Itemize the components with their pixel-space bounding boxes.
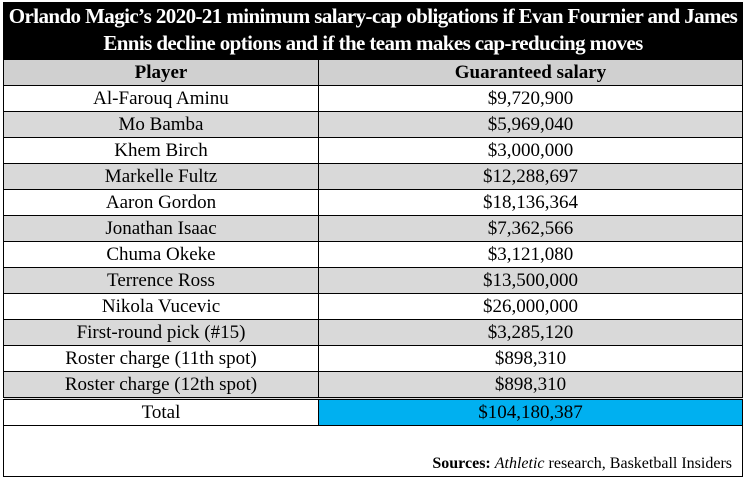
table-row: Terrence Ross $13,500,000 (3, 267, 743, 294)
table-row: First-round pick (#15) $3,285,120 (3, 319, 743, 346)
table-row: Khem Birch $3,000,000 (3, 137, 743, 164)
salary-cell: $898,310 (318, 371, 743, 399)
header-player: Player (3, 59, 319, 86)
sources-rest: research, Basketball Insiders (544, 455, 732, 472)
table-row: Markelle Fultz $12,288,697 (3, 163, 743, 190)
player-cell: Jonathan Isaac (3, 215, 319, 242)
sources-publication: Athletic (494, 455, 545, 472)
player-cell: Markelle Fultz (3, 163, 319, 190)
salary-cell: $9,720,900 (318, 85, 743, 112)
table-row: Nikola Vucevic $26,000,000 (3, 293, 743, 320)
table-row: Jonathan Isaac $7,362,566 (3, 215, 743, 242)
sources-label: Sources: (432, 455, 491, 472)
header-salary: Guaranteed salary (318, 59, 743, 86)
salary-cell: $3,000,000 (318, 137, 743, 164)
player-cell: Khem Birch (3, 137, 319, 164)
player-cell: Mo Bamba (3, 111, 319, 138)
player-cell: First-round pick (#15) (3, 319, 319, 346)
table-row: Roster charge (12th spot) $898,310 (3, 371, 743, 399)
player-cell: Nikola Vucevic (3, 293, 319, 320)
salary-table-container: Orlando Magic’s 2020-21 minimum salary-c… (3, 2, 743, 477)
player-cell: Terrence Ross (3, 267, 319, 294)
player-cell: Chuma Okeke (3, 241, 319, 268)
salary-cell: $5,969,040 (318, 111, 743, 138)
salary-cell: $3,285,120 (318, 319, 743, 346)
salary-cell: $7,362,566 (318, 215, 743, 242)
player-cell: Aaron Gordon (3, 189, 319, 216)
table-title: Orlando Magic’s 2020-21 minimum salary-c… (3, 2, 743, 59)
total-label: Total (3, 397, 319, 426)
player-cell: Roster charge (12th spot) (3, 371, 319, 399)
salary-cell: $18,136,364 (318, 189, 743, 216)
salary-cell: $12,288,697 (318, 163, 743, 190)
salary-table: Player Guaranteed salary Al-Farouq Aminu… (3, 59, 743, 426)
table-row: Chuma Okeke $3,121,080 (3, 241, 743, 268)
total-row: Total $104,180,387 (3, 397, 743, 426)
salary-cell: $13,500,000 (318, 267, 743, 294)
table-row: Al-Farouq Aminu $9,720,900 (3, 85, 743, 112)
salary-cell: $898,310 (318, 345, 743, 372)
sources-note: Sources: Athletic research, Basketball I… (432, 455, 732, 473)
table-row: Aaron Gordon $18,136,364 (3, 189, 743, 216)
player-cell: Roster charge (11th spot) (3, 345, 319, 372)
salary-cell: $3,121,080 (318, 241, 743, 268)
table-row: Roster charge (11th spot) $898,310 (3, 345, 743, 372)
salary-cell: $26,000,000 (318, 293, 743, 320)
player-cell: Al-Farouq Aminu (3, 85, 319, 112)
table-row: Mo Bamba $5,969,040 (3, 111, 743, 138)
total-value: $104,180,387 (318, 397, 743, 426)
footer: Sources: Athletic research, Basketball I… (3, 426, 743, 477)
